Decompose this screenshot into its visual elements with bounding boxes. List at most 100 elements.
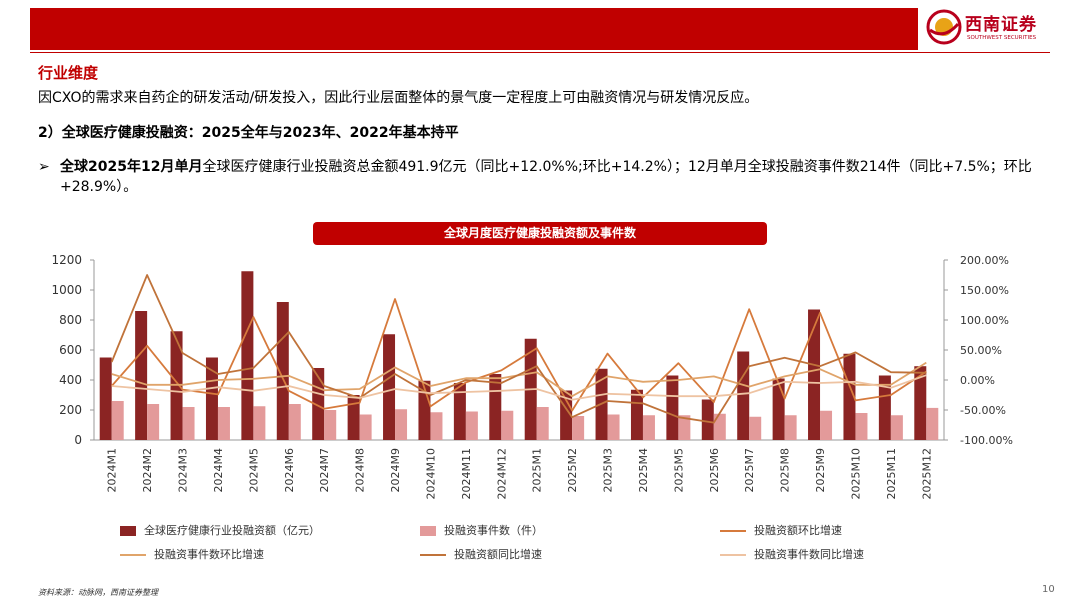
x-tick-label: 2024M10: [424, 448, 437, 499]
right-tick-label: 0.00%: [960, 374, 995, 387]
legend-item: 投融资额同比增速: [420, 546, 542, 564]
bar-events: [501, 410, 514, 440]
legend-swatch: [420, 554, 446, 556]
x-tick-label: 2025M1: [531, 448, 544, 492]
line-series-1: [111, 298, 927, 412]
chart-canvas: 0 200 400 600 800 1000 1200 -100.00% -50.00% 0.00…: [51, 253, 1013, 499]
left-tick-label: 800: [59, 313, 82, 327]
left-tick-label: 1000: [51, 283, 82, 297]
bar-events: [253, 406, 266, 440]
x-tick-label: 2025M3: [602, 448, 615, 492]
legend-item: 投融资事件数环比增速: [120, 546, 264, 564]
bullet-text: 全球2025年12月单月全球医疗健康行业投融资总金额491.9亿元（同比+12.…: [60, 157, 1055, 197]
legend-item: 投融资额环比增速: [720, 522, 842, 540]
x-tick-label: 2024M12: [495, 448, 508, 499]
bar-events: [111, 401, 124, 440]
legend-item: 投融资事件数同比增速: [720, 546, 864, 564]
line-series-3: [110, 274, 927, 424]
source-note: 资料来源：动脉网，西南证券整理: [38, 588, 158, 597]
bar-events: [713, 413, 726, 440]
bar-events: [678, 415, 691, 440]
line-series-2: [111, 361, 927, 398]
bar-events: [395, 409, 408, 440]
left-tick-label: 0: [74, 433, 82, 447]
bar-amount: [630, 389, 643, 440]
bullet-body: 全球医疗健康行业投融资总金额491.9亿元（同比+12.0%%;环比+14.2%…: [60, 159, 1032, 195]
x-tick-label: 2025M4: [637, 448, 650, 492]
x-tick-label: 2024M6: [283, 448, 296, 492]
bar-amount: [701, 399, 714, 440]
bar-events: [820, 410, 833, 440]
left-tick-label: 400: [59, 373, 82, 387]
bar-amount: [205, 357, 218, 440]
bar-amount: [453, 383, 466, 440]
bar-amount: [772, 378, 785, 440]
bar-events: [465, 411, 478, 440]
bar-amount: [737, 351, 750, 440]
bar-amount: [383, 334, 396, 440]
bar-events: [430, 412, 443, 440]
bar-events: [642, 415, 655, 440]
x-tick-label: 2025M6: [708, 448, 721, 492]
bar-amount: [347, 395, 360, 440]
bar-amount: [99, 357, 112, 440]
legend-swatch: [720, 554, 746, 556]
bar-events: [217, 407, 230, 440]
legend-item: 全球医疗健康行业投融资额（亿元）: [120, 522, 320, 540]
bar-events: [607, 414, 620, 440]
x-tick-label: 2024M1: [106, 448, 119, 492]
bar-events: [784, 415, 797, 440]
section-title: 行业维度: [38, 64, 99, 82]
legend-label: 投融资事件数（件）: [444, 524, 543, 537]
line-series-4: [111, 374, 927, 401]
x-tick-label: 2025M2: [566, 448, 579, 492]
legend-label: 投融资额同比增速: [454, 548, 542, 561]
x-tick-label: 2024M7: [318, 448, 331, 492]
bar-events: [572, 416, 585, 440]
legend-swatch: [120, 526, 136, 536]
x-tick-label: 2025M10: [849, 448, 862, 499]
bar-events: [749, 416, 762, 440]
right-tick-label: 100.00%: [960, 314, 1009, 327]
x-tick-label: 2024M9: [389, 448, 402, 492]
x-tick-label: 2025M12: [920, 448, 933, 499]
bar-amount: [276, 302, 289, 440]
bar-amount: [666, 375, 679, 440]
logo-subtitle: SOUTHWEST SECURITIES: [967, 35, 1037, 41]
page-number: 10: [1042, 584, 1055, 595]
chart-legend: 全球医疗健康行业投融资额（亿元） 投融资事件数（件） 投融资额环比增速投融资事件数环…: [120, 522, 1020, 566]
bar-events: [147, 404, 160, 440]
bar-events: [536, 407, 549, 440]
x-tick-label: 2024M2: [141, 448, 154, 492]
right-tick-label: -50.00%: [960, 404, 1006, 417]
company-logo: 西南证券 SOUTHWEST SECURITIES: [925, 6, 1055, 52]
header-bar: [30, 8, 918, 50]
chart-title: 全球月度医疗健康投融资额及事件数: [313, 222, 767, 245]
right-tick-label: -100.00%: [960, 434, 1013, 447]
left-tick-label: 1200: [51, 253, 82, 267]
x-tick-label: 2024M5: [247, 448, 260, 492]
x-tick-label: 2024M11: [460, 448, 473, 499]
bar-amount: [241, 271, 254, 440]
bar-amount: [878, 375, 891, 440]
bar-events: [288, 404, 301, 440]
bar-events: [890, 415, 903, 440]
right-tick-label: 50.00%: [960, 344, 1002, 357]
bar-amount: [489, 374, 502, 440]
left-tick-label: 600: [59, 343, 82, 357]
x-tick-label: 2025M5: [672, 448, 685, 492]
header-rule: [30, 52, 1050, 53]
legend-label: 全球医疗健康行业投融资额（亿元）: [144, 524, 320, 537]
x-tick-label: 2024M4: [212, 448, 225, 492]
legend-label: 投融资额环比增速: [754, 524, 842, 537]
legend-item: 投融资事件数（件）: [420, 522, 543, 540]
bar-events: [926, 407, 939, 440]
intro-text: 因CXO的需求来自药企的研发活动/研发投入，因此行业层面整体的景气度一定程度上可…: [38, 90, 759, 106]
x-tick-label: 2024M3: [177, 448, 190, 492]
bullet-bold: 全球2025年12月单月: [60, 159, 203, 175]
x-tick-label: 2025M8: [779, 448, 792, 492]
legend-label: 投融资事件数环比增速: [154, 548, 264, 561]
legend-label: 投融资事件数同比增速: [754, 548, 864, 561]
bar-events: [182, 407, 195, 440]
logo-emblem-icon: [926, 9, 962, 45]
